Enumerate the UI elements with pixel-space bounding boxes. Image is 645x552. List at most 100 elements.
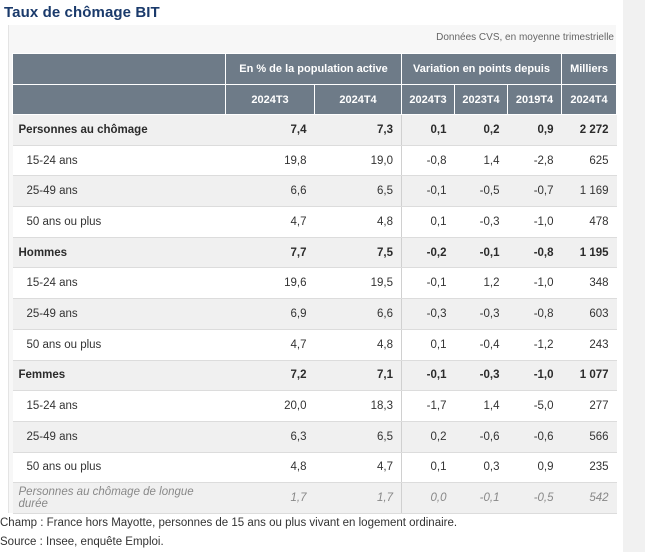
cell-value: 19,6 (225, 267, 315, 300)
table-row: 25-49 ans 6,9 6,6 -0,3 -0,3 -0,8 603 (12, 298, 617, 330)
cell-value: 1 169 (561, 175, 617, 208)
cell-value: 7,7 (225, 237, 315, 269)
cell-value: 566 (561, 421, 617, 453)
table-row: 15-24 ans 20,0 18,3 -1,7 1,4 -5,0 277 (12, 390, 617, 422)
cell-value: 235 (561, 452, 617, 484)
cell-value: 4,7 (225, 329, 315, 361)
header-empty-cell (12, 53, 226, 85)
table-row: 50 ans ou plus 4,7 4,8 0,1 -0,4 -1,2 243 (12, 329, 617, 361)
cell-value: 6,9 (225, 298, 315, 330)
cell-value: 0,1 (401, 329, 455, 361)
cell-value: 0,9 (507, 114, 562, 146)
cell-value: 0,2 (401, 421, 455, 453)
footer-source: Source : Insee, enquête Emploi. (0, 536, 164, 548)
header-group-variation: Variation en points depuis (400, 53, 563, 85)
table-title: Taux de chômage BIT (4, 4, 160, 21)
row-label: 15-24 ans (12, 145, 226, 177)
cell-value: -0,5 (507, 482, 562, 514)
table-row: 50 ans ou plus 4,7 4,8 0,1 -0,3 -1,0 478 (12, 206, 617, 238)
cell-value: 603 (561, 298, 617, 330)
header-col-2024t4: 2024T4 (314, 84, 402, 115)
cell-value: -0,6 (454, 421, 508, 453)
cell-value: 6,6 (225, 175, 315, 208)
cell-value: -0,6 (507, 421, 562, 453)
row-label: 50 ans ou plus (12, 329, 226, 361)
header-group-population: En % de la population active (225, 53, 402, 85)
table-row: 15-24 ans 19,6 19,5 -0,1 1,2 -1,0 348 (12, 267, 617, 300)
cell-value: 277 (561, 390, 617, 422)
cell-value: 243 (561, 329, 617, 361)
cell-value: 6,5 (314, 421, 402, 453)
cell-value: 6,3 (225, 421, 315, 453)
table-panel: Données CVS, en moyenne trimestrielle En… (8, 25, 618, 514)
cell-value: 7,1 (314, 360, 402, 392)
cell-value: -5,0 (507, 390, 562, 422)
table-note: Données CVS, en moyenne trimestrielle (436, 32, 614, 43)
cell-value: 7,2 (225, 360, 315, 392)
cell-value: 19,8 (225, 145, 315, 177)
header-col-milliers-2024t4: 2024T4 (561, 84, 618, 115)
cell-value: -0,1 (401, 267, 455, 300)
cell-value: 1,7 (225, 482, 315, 514)
cell-value: -0,3 (454, 360, 508, 392)
cell-value: -0,4 (454, 329, 508, 361)
cell-value: 625 (561, 145, 617, 177)
header-col-2024t3: 2024T3 (225, 84, 315, 115)
row-label: Hommes (12, 237, 226, 269)
cell-value: -0,8 (507, 237, 562, 269)
cell-value: 0,1 (401, 206, 455, 238)
cell-value: 6,5 (314, 175, 402, 208)
cell-value: 7,3 (314, 114, 402, 146)
row-label: Personnes au chômage de longue durée (12, 482, 226, 514)
cell-value: 542 (561, 482, 617, 514)
cell-value: 1,7 (314, 482, 402, 514)
footer-champ: Champ : France hors Mayotte, personnes d… (0, 517, 458, 529)
cell-value: -0,1 (401, 360, 455, 392)
cell-value: 0,2 (454, 114, 508, 146)
cell-value: -0,1 (401, 175, 455, 208)
cell-value: -1,2 (507, 329, 562, 361)
row-label: 25-49 ans (12, 298, 226, 330)
cell-value: 0,1 (401, 452, 455, 484)
row-label: Personnes au chômage (12, 114, 226, 146)
cell-value: 0,9 (507, 452, 562, 484)
header-col-var-2019t4: 2019T4 (506, 84, 563, 115)
cell-value: -1,0 (507, 360, 562, 392)
header-col-var-2023t4: 2023T4 (454, 84, 508, 115)
header-col-var-2024t3: 2024T3 (401, 84, 455, 115)
cell-value: 4,7 (225, 206, 315, 238)
cell-value: -1,7 (401, 390, 455, 422)
cell-value: 348 (561, 267, 617, 300)
cell-value: 2 272 (561, 114, 617, 146)
table-row: Femmes 7,2 7,1 -0,1 -0,3 -1,0 1 077 (12, 360, 617, 392)
cell-value: 6,6 (314, 298, 402, 330)
cell-value: -0,3 (401, 298, 455, 330)
row-label: 50 ans ou plus (12, 206, 226, 238)
cell-value: 4,8 (225, 452, 315, 484)
cell-value: 20,0 (225, 390, 315, 422)
header-empty-cell (12, 84, 226, 115)
cell-value: -0,8 (401, 145, 455, 177)
table-row: 50 ans ou plus 4,8 4,7 0,1 0,3 0,9 235 (12, 452, 617, 484)
cell-value: 7,5 (314, 237, 402, 269)
cell-value: 0,1 (401, 114, 455, 146)
row-label: 25-49 ans (12, 421, 226, 453)
table-row: 25-49 ans 6,3 6,5 0,2 -0,6 -0,6 566 (12, 421, 617, 453)
table-row: Hommes 7,7 7,5 -0,2 -0,1 -0,8 1 195 (12, 237, 617, 269)
cell-value: -0,3 (454, 206, 508, 238)
cell-value: 4,8 (314, 329, 402, 361)
row-label: 15-24 ans (12, 390, 226, 422)
cell-value: -0,8 (507, 298, 562, 330)
cell-value: -2,8 (507, 145, 562, 177)
table-row: Personnes au chômage 7,4 7,3 0,1 0,2 0,9… (12, 114, 617, 146)
unemployment-table: En % de la population active Variation e… (12, 53, 618, 514)
table-row: Personnes au chômage de longue durée 1,7… (12, 482, 617, 514)
cell-value: 18,3 (314, 390, 402, 422)
row-label: Femmes (12, 360, 226, 392)
cell-value: -0,3 (454, 298, 508, 330)
row-label: 25-49 ans (12, 175, 226, 208)
row-label: 15-24 ans (12, 267, 226, 300)
cell-value: 0,0 (401, 482, 455, 514)
cell-value: -1,0 (507, 206, 562, 238)
row-label: 50 ans ou plus (12, 452, 226, 484)
